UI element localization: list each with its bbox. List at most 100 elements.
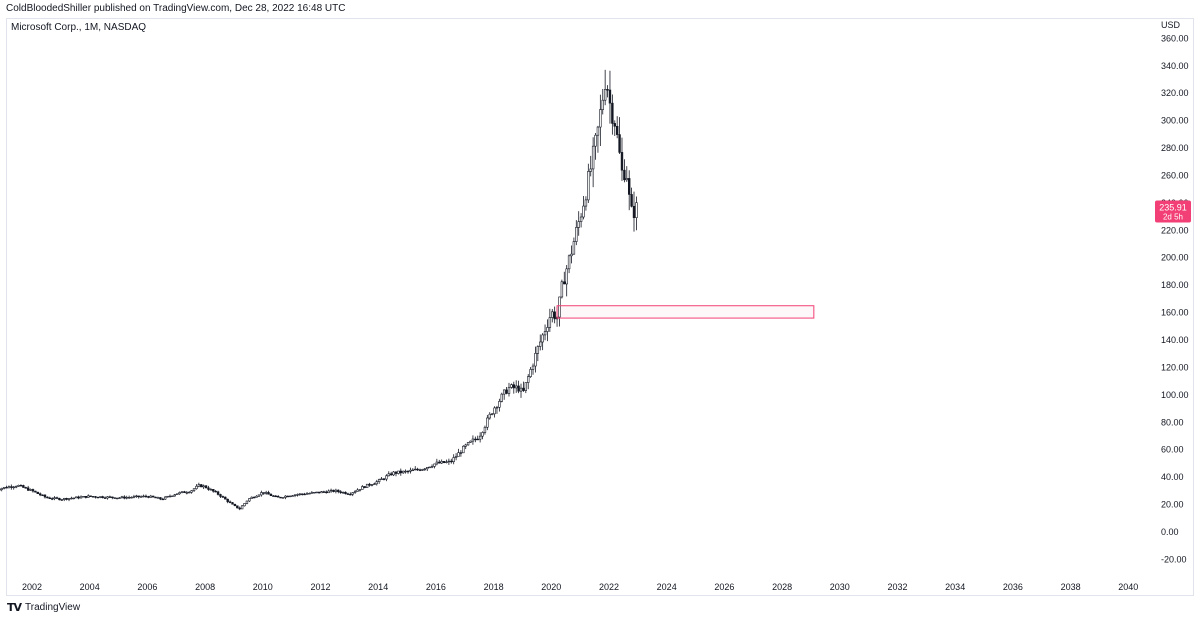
candle xyxy=(320,491,323,494)
candle xyxy=(36,491,39,495)
candle xyxy=(257,494,261,498)
candle xyxy=(168,494,172,498)
candle xyxy=(38,492,42,497)
candle xyxy=(149,494,152,498)
y-tick-label: 280.00 xyxy=(1161,143,1189,153)
y-tick-label: 360.00 xyxy=(1161,33,1189,43)
candle xyxy=(572,237,576,255)
candle xyxy=(353,489,357,494)
y-tick-label: 40.00 xyxy=(1161,472,1184,482)
candle xyxy=(380,477,383,480)
candle xyxy=(243,503,246,507)
candle xyxy=(276,495,280,498)
candle xyxy=(356,488,359,492)
bar-countdown: 2d 5h xyxy=(1163,212,1183,221)
candle xyxy=(630,187,633,208)
candle xyxy=(541,333,544,351)
candle xyxy=(363,486,366,489)
candle xyxy=(132,494,136,499)
candle xyxy=(185,490,189,495)
candle xyxy=(433,463,436,469)
candle xyxy=(46,496,49,499)
last-price-badge xyxy=(1155,200,1191,223)
candle xyxy=(305,491,309,495)
candle xyxy=(236,505,239,509)
candle xyxy=(627,170,631,211)
zone-rectangle[interactable] xyxy=(556,305,815,319)
candle xyxy=(435,458,439,466)
candle xyxy=(60,498,64,501)
brand-text: TradingView xyxy=(25,601,81,613)
candle xyxy=(570,245,573,264)
candle xyxy=(402,470,405,474)
candle xyxy=(440,459,443,464)
symbol-title: Microsoft Corp., 1M, NASDAQ xyxy=(11,22,147,33)
x-tick-label: 2002 xyxy=(22,582,42,592)
candle xyxy=(594,132,597,160)
candle xyxy=(560,279,564,299)
candle xyxy=(84,496,88,499)
candle xyxy=(377,478,381,484)
candle xyxy=(183,490,186,493)
candle xyxy=(577,211,580,236)
candle xyxy=(603,69,607,106)
candle xyxy=(565,265,568,297)
candle xyxy=(591,137,595,188)
y-tick-label: 340.00 xyxy=(1161,61,1189,71)
candle xyxy=(10,484,13,490)
candle xyxy=(262,492,265,495)
candle xyxy=(519,383,523,398)
candle xyxy=(289,495,292,498)
candle xyxy=(284,495,287,500)
candle xyxy=(26,485,30,491)
candle xyxy=(385,474,388,482)
candle xyxy=(322,490,326,494)
tradingview-brand[interactable]: 𝗧𝗩 TradingView xyxy=(7,600,80,614)
candle xyxy=(89,495,92,497)
candle xyxy=(214,490,217,493)
candle xyxy=(108,495,112,498)
candle xyxy=(190,490,193,494)
candle xyxy=(260,490,263,497)
candle xyxy=(248,498,251,502)
candle xyxy=(368,482,371,487)
candle xyxy=(221,495,225,498)
candle xyxy=(524,382,528,394)
x-tick-label: 2040 xyxy=(1118,582,1138,592)
candle xyxy=(606,85,609,98)
candle xyxy=(137,495,140,499)
candle xyxy=(517,380,520,394)
candle xyxy=(216,490,220,496)
candle xyxy=(418,468,422,472)
y-tick-label: 300.00 xyxy=(1161,116,1189,126)
currency-label: USD xyxy=(1161,20,1181,30)
time-axis[interactable]: 2002 2004 2006 2008 2010 2012 2014 2016 2018 2020… xyxy=(22,582,1138,592)
candle xyxy=(490,413,494,416)
x-tick-label: 2024 xyxy=(657,582,677,592)
x-tick-label: 2004 xyxy=(80,582,100,592)
candle xyxy=(135,494,138,498)
candle xyxy=(303,492,306,496)
candle xyxy=(536,345,540,362)
candle xyxy=(370,484,374,487)
candlestick-series xyxy=(0,69,638,511)
candle xyxy=(445,459,448,464)
candle xyxy=(548,308,552,332)
candle xyxy=(0,487,3,492)
candle xyxy=(142,494,145,498)
x-tick-label: 2010 xyxy=(253,582,273,592)
x-tick-label: 2026 xyxy=(714,582,734,592)
candle xyxy=(464,443,467,450)
y-tick-label: 160.00 xyxy=(1161,308,1189,318)
candle xyxy=(474,436,477,443)
candle xyxy=(274,494,277,498)
candle xyxy=(34,490,37,493)
candle xyxy=(29,488,32,491)
candle xyxy=(486,414,489,431)
candle xyxy=(200,484,203,488)
candle xyxy=(332,489,335,493)
x-tick-label: 2028 xyxy=(772,582,792,592)
price-axis[interactable]: -20.00 0.00 20.00 40.00 60.00 80.00 100.00 120.… xyxy=(1161,20,1189,564)
